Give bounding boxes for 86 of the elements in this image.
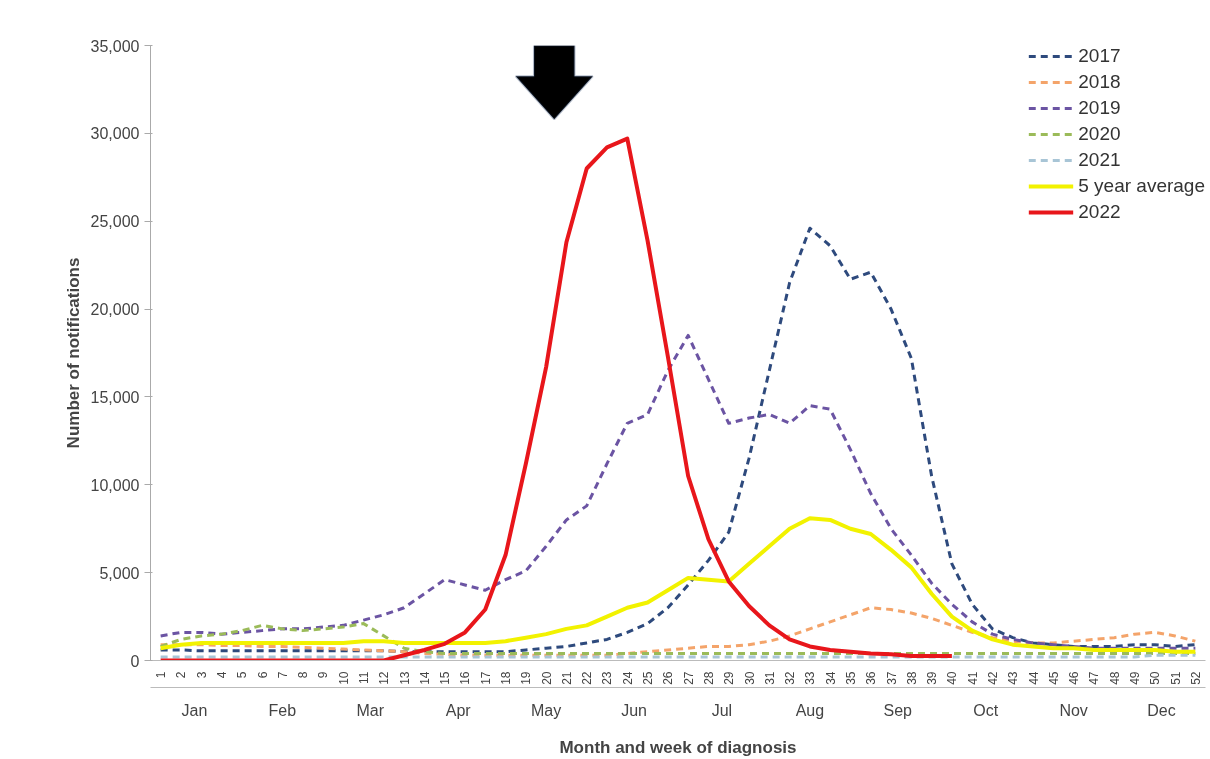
text: Dec: [1147, 701, 1176, 719]
x-tick-label: 45: [1046, 671, 1061, 685]
x-tick-label: 11: [357, 671, 372, 684]
x-tick-label: 26: [661, 671, 676, 685]
x-tick-label: 51: [1168, 671, 1183, 685]
x-tick-label: 17: [478, 671, 493, 685]
y-tick-label: 20,000: [90, 301, 140, 319]
x-tick-label: 31: [762, 671, 777, 685]
x-tick-label: 47: [1087, 671, 1102, 685]
x-tick-label: 34: [823, 671, 838, 685]
x-tick-label: 48: [1107, 671, 1122, 685]
x-tick-label: 21: [559, 671, 574, 685]
text: Sep: [883, 701, 913, 719]
x-tick-label: 27: [681, 671, 696, 685]
x-tick-label: 39: [925, 671, 940, 685]
line-series: [158, 136, 954, 661]
legend-label: 5 year average: [1078, 175, 1205, 197]
text: Apr: [445, 701, 472, 719]
legend-label: 2019: [1078, 97, 1121, 119]
x-tick-label: 22: [580, 671, 595, 685]
x-tick-label: 10: [336, 671, 351, 685]
x-tick-label: 4: [215, 671, 230, 679]
x-tick-label: 18: [499, 671, 514, 685]
x-tick-label: 20: [539, 671, 554, 685]
text: Jun: [621, 701, 647, 719]
text: Mar: [356, 701, 385, 719]
line-series: [159, 333, 1197, 650]
x-tick-label: 25: [641, 671, 656, 685]
legend-label: 2017: [1078, 45, 1121, 67]
text: Nov: [1059, 701, 1088, 719]
x-tick-label: 46: [1067, 671, 1082, 685]
line-series: [159, 226, 1197, 654]
x-tick-label: 49: [1127, 671, 1142, 685]
y-tick-label: 30,000: [90, 125, 140, 143]
legend-label: 2018: [1078, 71, 1121, 93]
x-tick-label: 5: [235, 671, 250, 679]
text: May: [531, 701, 562, 719]
x-tick-label: 8: [296, 671, 311, 679]
y-tick-label: 15,000: [90, 388, 140, 406]
y-tick-label: 0: [130, 652, 140, 670]
text: Jan: [181, 701, 208, 719]
legend-label: 2022: [1078, 201, 1121, 223]
x-tick-label: 36: [864, 671, 879, 685]
x-tick-label: 2: [174, 671, 189, 679]
x-tick-label: 28: [701, 671, 716, 685]
text: Aug: [795, 701, 825, 719]
x-tick-label: 19: [519, 671, 534, 685]
line-series: [158, 516, 1198, 654]
x-tick-label: 50: [1148, 671, 1163, 685]
text: Jul: [711, 701, 733, 719]
x-tick-label: 1: [154, 671, 169, 679]
x-tick-label: 30: [742, 671, 757, 685]
x-tick-label: 40: [945, 671, 960, 685]
x-tick-label: 44: [1026, 671, 1041, 685]
x-tick-label: 41: [965, 671, 980, 685]
x-axis-title: Month and week of diagnosis: [559, 737, 797, 757]
x-tick-label: 24: [620, 671, 635, 685]
x-tick-label: 52: [1188, 671, 1203, 685]
x-tick-label: 13: [397, 671, 412, 685]
x-tick-label: 35: [843, 671, 858, 685]
x-tick-label: 23: [600, 671, 615, 685]
legend-label: 2021: [1078, 149, 1121, 171]
text: Oct: [973, 701, 999, 719]
x-tick-label: 6: [255, 671, 270, 679]
text: Feb: [268, 701, 297, 719]
x-tick-label: 9: [316, 671, 331, 679]
x-tick-label: 43: [1006, 671, 1021, 685]
x-tick-label: 29: [722, 671, 737, 685]
x-tick-label: 3: [194, 671, 209, 679]
y-tick-label: 35,000: [90, 37, 140, 55]
y-axis-title: Number of notifications: [63, 257, 83, 449]
y-tick-label: 10,000: [90, 476, 140, 494]
y-tick-label: 25,000: [90, 213, 140, 231]
x-tick-label: 7: [275, 671, 290, 679]
x-tick-label: 16: [458, 671, 473, 685]
x-tick-label: 38: [904, 671, 919, 685]
legend-label: 2020: [1078, 123, 1121, 145]
x-tick-label: 15: [438, 671, 453, 685]
x-tick-label: 37: [884, 671, 899, 685]
x-tick-label: 32: [783, 671, 798, 685]
x-tick-label: 14: [417, 671, 432, 685]
x-tick-label: 33: [803, 671, 818, 685]
y-tick-label: 5,000: [99, 564, 140, 582]
x-tick-label: 42: [985, 671, 1000, 685]
line-series: [159, 606, 1197, 657]
x-tick-label: 12: [377, 671, 392, 685]
